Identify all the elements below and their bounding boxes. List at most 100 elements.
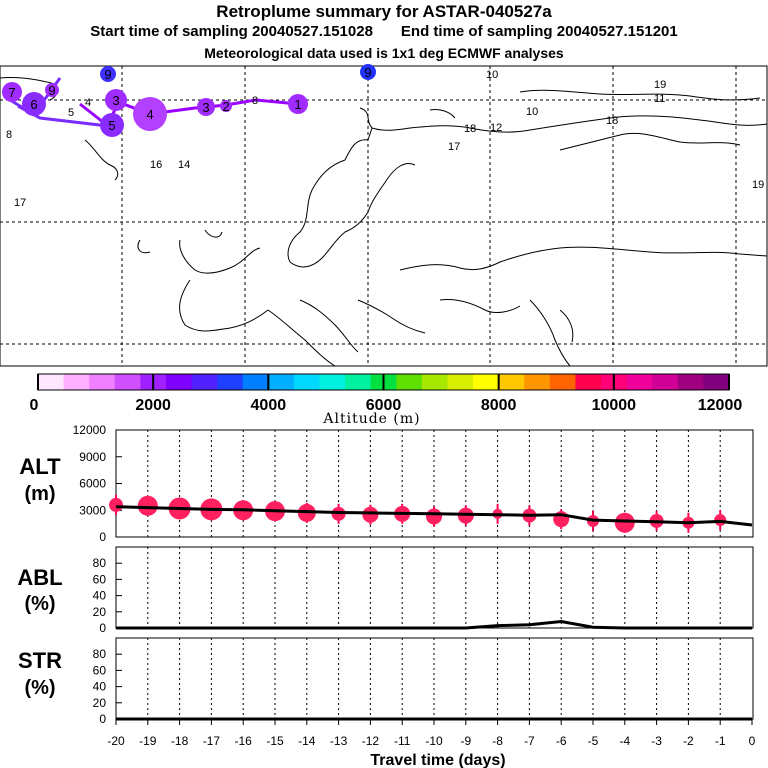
altitude-marker bbox=[362, 506, 379, 523]
colorbar-swatch bbox=[421, 374, 448, 390]
x-tick-label: -15 bbox=[266, 734, 284, 748]
y-tick-label: 12000 bbox=[73, 423, 107, 437]
abl-panel-label: ABL bbox=[17, 565, 62, 590]
x-tick-label: -11 bbox=[394, 734, 411, 748]
trajectory-marker bbox=[360, 64, 376, 80]
colorbar-swatch bbox=[38, 374, 65, 390]
end-time-label: End time of sampling 20040527.151201 bbox=[400, 23, 678, 40]
str-panel: STR (%) 0 20 40 60 80 bbox=[18, 637, 754, 726]
colorbar-swatch bbox=[293, 374, 321, 390]
colorbar-swatch bbox=[524, 374, 551, 390]
x-tick-label: -12 bbox=[362, 734, 380, 748]
y-tick-label: 20 bbox=[93, 605, 107, 619]
map-day-label: 19 bbox=[752, 179, 764, 191]
colorbar-swatches bbox=[37, 373, 730, 391]
colorbar-swatch bbox=[626, 374, 653, 390]
trajectory-marker-label: 9 bbox=[104, 67, 111, 82]
altitude-panel-label: ALT bbox=[19, 454, 61, 479]
altitude-panel-unit: (m) bbox=[24, 483, 55, 505]
trajectory-marker bbox=[197, 98, 215, 116]
colorbar-swatch bbox=[217, 374, 244, 390]
map-day-label: 5 bbox=[68, 107, 74, 119]
x-tick-label: -14 bbox=[298, 734, 316, 748]
colorbar-tick-label: 2000 bbox=[135, 397, 171, 414]
altitude-panel: ALT (m) 0 3000 6000 9000 12000 bbox=[19, 423, 754, 544]
colorbar-swatch bbox=[268, 374, 295, 390]
x-tick-label: -17 bbox=[203, 734, 221, 748]
travel-time-axis: Travel time (days) -20 -19 -18 -17 -16 -15 -14… bbox=[107, 719, 756, 768]
abl-panel-unit: (%) bbox=[24, 593, 55, 615]
x-tick-label: -19 bbox=[139, 734, 157, 748]
trajectory-marker bbox=[133, 97, 167, 131]
colorbar-swatch bbox=[114, 374, 141, 390]
colorbar-swatch bbox=[575, 374, 602, 390]
x-tick-label: -8 bbox=[492, 734, 503, 748]
colorbar-swatch bbox=[473, 374, 500, 390]
x-tick-label: -18 bbox=[171, 734, 189, 748]
x-tick-label: -10 bbox=[425, 734, 443, 748]
trajectory-marker-label: 3 bbox=[112, 93, 119, 108]
colorbar-swatch bbox=[447, 374, 474, 390]
x-tick-label: -13 bbox=[330, 734, 348, 748]
x-tick-label: -3 bbox=[651, 734, 662, 748]
trajectory-marker bbox=[2, 82, 22, 102]
y-tick-label: 20 bbox=[93, 696, 107, 710]
y-tick-label: 60 bbox=[93, 572, 107, 586]
trajectory-marker bbox=[220, 100, 232, 112]
start-time-label: Start time of sampling 20040527.151028 bbox=[90, 23, 373, 40]
trajectory-marker bbox=[105, 89, 127, 111]
alt-series-line bbox=[115, 505, 753, 527]
map-day-label: 10 bbox=[526, 106, 538, 118]
sampling-times: Start time of sampling 20040527.151028 En… bbox=[0, 23, 768, 40]
colorbar-swatch bbox=[319, 374, 346, 390]
altitude-colorbar: 0 2000 4000 6000 8000 10000 12000 Altitude (m) bbox=[30, 373, 742, 427]
y-tick-label: 0 bbox=[99, 712, 106, 726]
altitude-marker bbox=[614, 512, 635, 533]
map-panel bbox=[0, 65, 768, 367]
x-tick-label: -20 bbox=[107, 734, 125, 748]
y-tick-label: 80 bbox=[93, 647, 107, 661]
trajectory-marker-label: 2 bbox=[222, 99, 229, 114]
y-tick-label: 3000 bbox=[79, 503, 106, 517]
colorbar-swatch bbox=[63, 374, 90, 390]
map-day-label: 18 bbox=[606, 115, 618, 127]
y-tick-label: 6000 bbox=[79, 477, 106, 491]
map-day-label: 12 bbox=[490, 122, 502, 134]
y-tick-label: 80 bbox=[93, 556, 107, 570]
trajectory-marker-label: 9 bbox=[48, 83, 55, 98]
map-day-label: 8 bbox=[6, 129, 12, 141]
x-axis-title: Travel time (days) bbox=[370, 752, 505, 768]
y-tick-label: 60 bbox=[93, 663, 107, 677]
map-day-label: 4 bbox=[85, 97, 91, 109]
colorbar-tick-label: 6000 bbox=[366, 397, 402, 414]
x-tick-label: -9 bbox=[460, 734, 471, 748]
colorbar-swatch bbox=[242, 374, 269, 390]
map-day-label: 19 bbox=[654, 79, 666, 91]
colorbar-swatch bbox=[677, 374, 704, 390]
map-day-label: 8 bbox=[252, 95, 258, 107]
abl-series-line bbox=[116, 619, 752, 630]
colorbar-swatch bbox=[703, 374, 730, 390]
met-data-label: Meteorological data used is 1x1 deg ECMW… bbox=[204, 45, 564, 61]
coastlines bbox=[0, 77, 768, 367]
y-tick-label: 0 bbox=[99, 621, 106, 635]
trajectory-marker-label: 6 bbox=[30, 97, 37, 112]
trajectory-marker-label: 4 bbox=[146, 107, 153, 122]
colorbar-tick-label: 4000 bbox=[251, 397, 287, 414]
map-day-label: 17 bbox=[448, 141, 460, 153]
colorbar-swatch bbox=[549, 374, 576, 390]
x-tick-label: -1 bbox=[715, 734, 726, 748]
colorbar-tick-label: 0 bbox=[30, 397, 39, 414]
x-tick-label: -4 bbox=[619, 734, 630, 748]
str-panel-unit: (%) bbox=[24, 677, 55, 699]
colorbar-title: Altitude (m) bbox=[322, 411, 420, 427]
trajectory-marker-label: 7 bbox=[8, 85, 15, 100]
trajectory-marker bbox=[22, 92, 46, 116]
x-tick-label: -6 bbox=[556, 734, 567, 748]
colorbar-swatch bbox=[345, 374, 372, 390]
trajectory-marker-label: 5 bbox=[108, 118, 115, 133]
colorbar-tick-label: 8000 bbox=[481, 397, 517, 414]
colorbar-swatch bbox=[652, 374, 679, 390]
